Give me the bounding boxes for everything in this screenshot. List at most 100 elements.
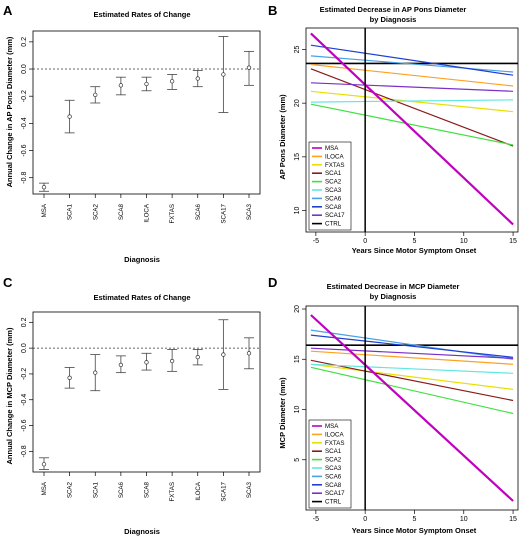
panel-c-title: Estimated Rates of Change — [93, 293, 190, 302]
legend-label: SCA17 — [325, 212, 345, 219]
x-tick-label: 10 — [460, 238, 468, 245]
series-line-sca1 — [310, 68, 514, 147]
panel-letter-d: D — [268, 275, 277, 290]
series-line-sca17 — [310, 347, 514, 359]
x-tick-label: SCA2 — [92, 203, 99, 220]
x-tick-label: SCA8 — [118, 203, 125, 220]
panel-d: D Estimated Decrease in MCP Diameter by … — [268, 275, 519, 535]
panel-a-y-label: Annual Change in AP Pons Diameter (mm) — [5, 36, 14, 187]
x-tick-label: MSA — [41, 481, 48, 495]
panel-c-error-bars — [33, 319, 260, 470]
x-tick-label: 5 — [413, 516, 417, 523]
series-line-sca8 — [310, 44, 514, 76]
panel-d-y-label: MCP Diameter (mm) — [278, 377, 287, 449]
x-tick-label: 10 — [460, 516, 468, 523]
panel-a: A Estimated Rates of Change Diagnosis An… — [3, 3, 261, 264]
panel-b-y-label: AP Pons Diameter (mm) — [278, 94, 287, 180]
panel-d-title-line-1: Estimated Decrease in MCP Diameter — [327, 282, 460, 291]
panel-b-y-ticks: 10 15 20 25 — [294, 45, 306, 214]
x-tick-label: FXTAS — [169, 482, 176, 501]
estimate-point — [246, 351, 252, 356]
estimate-point — [41, 185, 47, 190]
legend-label: SCA8 — [325, 482, 342, 489]
panel-a-title: Estimated Rates of Change — [93, 10, 190, 19]
y-tick-label: -0.2 — [21, 368, 28, 380]
legend-label: CTRL — [325, 221, 342, 228]
panel-b-x-ticks: -5 0 5 10 15 — [313, 232, 517, 245]
panel-letter-b: B — [268, 3, 277, 18]
x-tick-label: SCA1 — [92, 481, 99, 498]
y-tick-label: 10 — [294, 406, 301, 414]
x-tick-label: ILOCA — [195, 481, 202, 500]
x-tick-label: -5 — [313, 238, 319, 245]
series-line-sca6 — [310, 329, 514, 360]
y-tick-label: 0.0 — [21, 343, 28, 353]
series-line-sca3 — [310, 363, 514, 374]
x-tick-label: FXTAS — [169, 204, 176, 223]
panel-a-y-ticks: -0.8 -0.6 -0.4 -0.2 0.0 0.2 — [21, 37, 33, 184]
panel-c-y-ticks: -0.8 -0.6 -0.4 -0.2 0.0 0.2 — [21, 317, 33, 457]
estimate-point — [93, 370, 98, 375]
estimate-point — [41, 462, 47, 467]
x-tick-label: SCA6 — [118, 481, 125, 498]
y-tick-label: 0.2 — [21, 37, 28, 47]
series-line-sca17 — [310, 82, 514, 92]
legend-label: SCA2 — [325, 179, 342, 186]
y-tick-label: 5 — [294, 458, 301, 462]
y-tick-label: -0.2 — [21, 90, 28, 102]
estimate-point — [144, 81, 149, 87]
x-tick-label: 0 — [363, 238, 367, 245]
estimate-point — [67, 114, 72, 119]
x-tick-label: SCA6 — [195, 203, 202, 220]
legend-label: SCA6 — [325, 195, 342, 202]
estimate-point — [169, 79, 175, 84]
x-tick-label: ILOCA — [144, 203, 151, 222]
estimate-point — [93, 92, 98, 97]
series-line-sca6 — [310, 55, 514, 73]
legend-label: SCA3 — [325, 187, 342, 194]
y-tick-label: -0.8 — [21, 172, 28, 184]
panel-b-title-line-1: Estimated Decrease in AP Pons Diameter — [320, 5, 467, 14]
y-tick-label: 0.2 — [21, 317, 28, 327]
panel-d-title-line-2: by Diagnosis — [370, 292, 417, 301]
y-tick-label: -0.6 — [21, 419, 28, 431]
legend-label: SCA17 — [325, 490, 345, 497]
panel-c-x-label: Diagnosis — [124, 527, 160, 536]
legend-label: SCA3 — [325, 465, 342, 472]
y-tick-label: -0.6 — [21, 144, 28, 156]
estimate-point — [118, 362, 124, 368]
panel-d-x-ticks: -5 0 5 10 15 — [313, 510, 517, 523]
x-tick-label: -5 — [313, 516, 319, 523]
legend-label: SCA1 — [325, 448, 342, 455]
series-line-sca2 — [310, 103, 514, 146]
legend-label: ILOCA — [325, 153, 344, 160]
x-tick-label: SCA8 — [144, 481, 151, 498]
x-tick-label: SCA3 — [246, 203, 253, 220]
y-tick-label: -0.4 — [21, 394, 28, 406]
y-tick-label: 0.0 — [21, 64, 28, 74]
y-tick-label: 25 — [294, 45, 301, 53]
panel-a-x-label: Diagnosis — [124, 255, 160, 264]
panel-c-x-ticks: MSA SCA2 SCA1 SCA6 SCA8 FXTAS ILOCA SCA17 SCA3 — [41, 472, 253, 502]
panel-letter-a: A — [3, 3, 13, 18]
panel-b-lines — [306, 28, 518, 232]
estimate-point — [195, 76, 200, 81]
series-line-msa — [310, 32, 514, 226]
estimate-point — [118, 83, 124, 88]
panel-b-x-label: Years Since Motor Symptom Onset — [352, 246, 477, 255]
legend-label: MSA — [325, 145, 339, 152]
series-line-sca3 — [310, 99, 514, 103]
legend-label: MSA — [325, 423, 339, 430]
x-tick-label: 15 — [509, 516, 517, 523]
x-tick-label: 15 — [509, 238, 517, 245]
panel-d-y-ticks: 5 10 15 20 — [294, 305, 306, 462]
panel-b-title-line-2: by Diagnosis — [370, 15, 417, 24]
estimate-point — [221, 352, 226, 357]
panel-a-error-bars — [33, 36, 260, 192]
y-tick-label: 20 — [294, 99, 301, 107]
estimate-point — [221, 72, 226, 77]
estimate-point — [67, 375, 72, 380]
